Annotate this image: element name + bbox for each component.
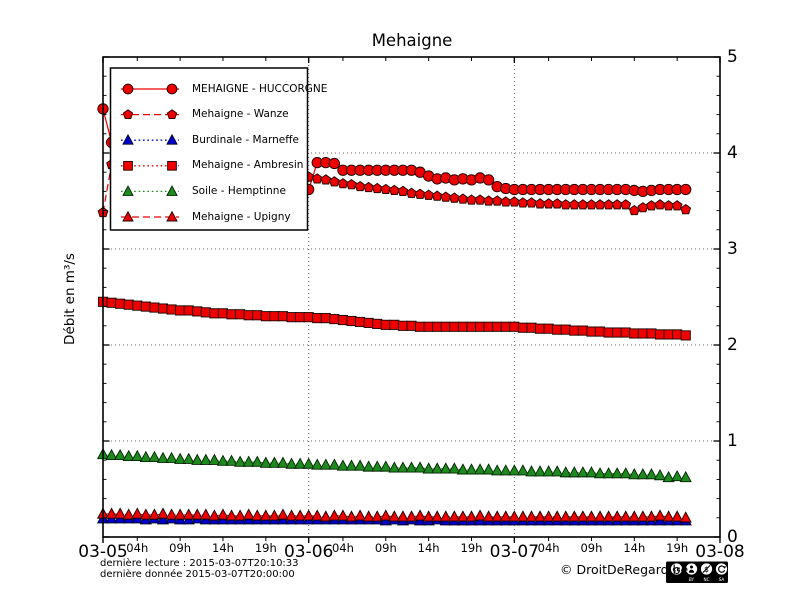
x-tick-label-hour: 14h xyxy=(417,541,440,555)
y-tick-label: 3 xyxy=(727,238,738,259)
svg-text:BY: BY xyxy=(689,577,695,582)
legend-label-mehaigne-wanze: Mehaigne - Wanze xyxy=(192,108,289,121)
x-tick-label-day: 03-06 xyxy=(283,542,334,562)
x-tick-label-hour: 14h xyxy=(623,541,646,555)
axis-ticks xyxy=(102,56,721,543)
x-tick-label-day: 03-07 xyxy=(489,542,540,562)
y-axis-label: Débit en m³/s xyxy=(62,253,78,345)
series-mehaigne-upigny xyxy=(96,507,692,523)
y-tick-label: 4 xyxy=(727,142,738,163)
x-tick-label-hour: 04h xyxy=(537,541,560,555)
footer-last-read: dernière lecture : 2015-03-07T20:10:33 xyxy=(100,558,299,569)
x-tick-label-day: 03-08 xyxy=(695,542,745,562)
svg-text:cc: cc xyxy=(672,566,680,574)
y-tick-label: 5 xyxy=(727,46,738,67)
x-tick-label-hour: 04h xyxy=(331,541,354,555)
x-tick-label-hour: 09h xyxy=(169,541,192,555)
legend-label-mehaigne-upigny: Mehaigne - Upigny xyxy=(192,210,291,223)
x-tick-label-hour: 19h xyxy=(666,541,689,555)
legend-label-mehaigne-ambresin: Mehaigne - Ambresin xyxy=(192,159,304,172)
y-tick-label: 2 xyxy=(727,334,738,355)
x-tick-label-hour: 19h xyxy=(460,541,483,555)
copyright: © DroitDeRegard.be xyxy=(560,562,689,577)
gridlines xyxy=(103,57,720,537)
plot-frame xyxy=(102,56,721,538)
x-tick-label-hour: 09h xyxy=(374,541,397,555)
legend-label-burdinale-marneffe: Burdinale - Marneffe xyxy=(192,133,299,146)
svg-text:NC: NC xyxy=(703,577,709,582)
footer-last-data: dernière donnée 2015-03-07T20:00:00 xyxy=(100,569,295,580)
series-soile-hemptinne xyxy=(96,447,692,483)
svg-text:SA: SA xyxy=(719,577,725,582)
x-tick-label-hour: 04h xyxy=(126,541,149,555)
x-tick-label-hour: 14h xyxy=(212,541,234,555)
y-tick-label: 0 xyxy=(727,526,738,547)
y-tick-label: 1 xyxy=(727,430,738,451)
legend-label-soile-hemptinne: Soile - Hemptinne xyxy=(192,184,286,197)
x-tick-label-hour: 19h xyxy=(254,541,277,555)
legend-label-mehaigne-huccorgne: MEHAIGNE - HUCCORGNE xyxy=(192,82,328,95)
series-mehaigne-ambresin xyxy=(97,296,691,341)
legend xyxy=(109,67,309,231)
x-tick-label-day: 03-05 xyxy=(78,542,128,562)
chart-title: Mehaigne xyxy=(371,31,453,50)
x-tick-label-hour: 09h xyxy=(580,541,603,555)
